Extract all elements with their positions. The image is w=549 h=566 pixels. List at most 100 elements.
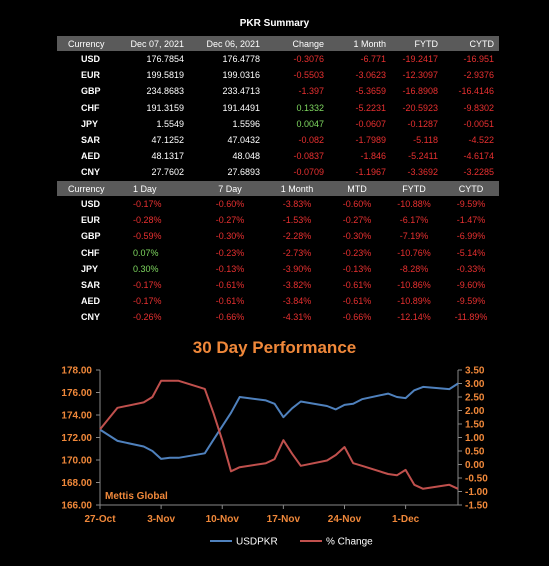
- right-tick-label: 0.50: [465, 447, 485, 458]
- table-cell: -3.0623: [355, 70, 386, 81]
- table-cell: -0.17%: [133, 199, 162, 210]
- summary-title: PKR Summary: [239, 18, 310, 29]
- column-header: Dec 06, 2021: [189, 36, 265, 51]
- table-cell: -8.28%: [399, 263, 429, 274]
- table-cell: -0.60%: [215, 199, 245, 210]
- column-header: Dec 07, 2021: [121, 36, 189, 51]
- table-cell: -0.3076: [293, 54, 324, 65]
- currency-code: CNY: [81, 312, 101, 323]
- table-row: AED -0.17% -0.61% -3.84% -0.61% -10.89% -9.59%: [57, 293, 499, 309]
- left-tick-label: 170.00: [61, 456, 92, 467]
- table-cell: -0.30%: [342, 231, 372, 242]
- table-cell: 0.1332: [296, 102, 324, 113]
- table-cell: -12.14%: [397, 312, 431, 323]
- table-cell: -0.13%: [215, 263, 245, 274]
- table-cell: -0.61%: [215, 280, 245, 291]
- table-cell: -0.66%: [215, 312, 245, 323]
- table-cell: -3.3692: [407, 167, 438, 178]
- table-cell: -5.118: [413, 135, 438, 146]
- x-tick-label: 17-Nov: [267, 514, 301, 525]
- table-cell: -0.23%: [215, 247, 245, 258]
- table-row: EUR -0.28% -0.27% -1.53% -0.27% -6.17% -1.47%: [57, 212, 499, 228]
- table-cell: 176.4778: [222, 54, 260, 65]
- column-header: 1 Month: [265, 181, 329, 196]
- series-line-usdpkr: [99, 382, 459, 460]
- table-cell: -1.47%: [456, 215, 486, 226]
- column-header: 1 Month: [329, 36, 391, 51]
- table-cell: -16.8908: [402, 86, 438, 97]
- table-cell: -4.31%: [282, 312, 312, 323]
- x-tick-label: 1-Dec: [392, 514, 420, 525]
- table-cell: -5.2231: [355, 102, 386, 113]
- table-cell: -3.2285: [463, 167, 494, 178]
- table-cell: -3.83%: [282, 199, 312, 210]
- table-row: SAR 47.1252 47.0432 -0.082 -1.7989 -5.118 -4.5…: [57, 132, 499, 148]
- chart-title: 30 Day Performance: [192, 338, 357, 357]
- returns-table-header: Currency 1 Day 7 Day 1 Month MTD FYTD CYTD: [57, 181, 499, 196]
- currency-code: AED: [81, 296, 101, 307]
- table-cell: -5.2411: [408, 151, 438, 162]
- table-cell: 176.7854: [146, 54, 184, 65]
- currency-code: CNY: [81, 167, 101, 178]
- table-cell: -0.61%: [215, 296, 245, 307]
- table-row: CNY 27.7602 27.6893 -0.0709 -1.1967 -3.3692 -3…: [57, 164, 499, 180]
- table-cell: 0.07%: [133, 247, 159, 258]
- table-cell: -6.17%: [399, 215, 429, 226]
- currency-code: GBP: [81, 86, 101, 97]
- left-tick-label: 178.00: [61, 366, 92, 377]
- table-cell: -7.19%: [399, 231, 429, 242]
- table-cell: -1.53%: [282, 215, 312, 226]
- table-cell: -20.5923: [402, 102, 438, 113]
- table-cell: -9.60%: [456, 280, 486, 291]
- right-tick-label: 3.00: [465, 379, 485, 390]
- table-cell: -10.88%: [397, 199, 431, 210]
- table-row: SAR -0.17% -0.61% -3.82% -0.61% -10.86% -9.60%: [57, 277, 499, 293]
- table-row: EUR 199.5819 199.0316 -0.5503 -3.0623 -12.309…: [57, 67, 499, 83]
- table-row: GBP -0.59% -0.30% -2.28% -0.30% -7.19% -6.99%: [57, 228, 499, 244]
- table-cell: -10.76%: [397, 247, 431, 258]
- column-header: FYTD: [385, 181, 443, 196]
- table-cell: -9.59%: [456, 199, 486, 210]
- table-row: CHF 191.3159 191.4491 0.1332 -5.2231 -20.5923…: [57, 100, 499, 116]
- table-cell: 27.6893: [227, 167, 260, 178]
- table-cell: -0.27%: [215, 215, 245, 226]
- table-cell: 234.8683: [146, 86, 184, 97]
- table-cell: 48.1317: [151, 151, 184, 162]
- table-cell: 0.0047: [296, 118, 324, 129]
- table-cell: 199.0316: [222, 70, 260, 81]
- table-cell: 199.5819: [146, 70, 184, 81]
- right-tick-label: 1.00: [465, 433, 485, 444]
- table-cell: -0.61%: [342, 280, 372, 291]
- table-cell: -16.4146: [458, 86, 494, 97]
- table-cell: -4.522: [468, 135, 494, 146]
- table-cell: -0.5503: [293, 70, 324, 81]
- table-cell: -9.8302: [463, 102, 494, 113]
- table-cell: -11.89%: [454, 312, 488, 323]
- table-cell: -1.846: [360, 151, 386, 162]
- table-cell: -0.61%: [342, 296, 372, 307]
- column-header: FYTD: [391, 36, 443, 51]
- currency-code: AED: [81, 151, 101, 162]
- table-cell: -0.0709: [293, 167, 324, 178]
- right-tick-label: -0.50: [465, 474, 488, 485]
- table-cell: -2.9376: [463, 70, 494, 81]
- table-cell: -0.30%: [215, 231, 245, 242]
- column-header: Currency: [57, 36, 121, 51]
- currency-code: CHF: [81, 102, 100, 113]
- left-tick-label: 166.00: [61, 501, 92, 512]
- returns-table: Currency 1 Day 7 Day 1 Month MTD FYTD CYTD USD…: [57, 181, 499, 326]
- table-cell: -0.23%: [342, 247, 372, 258]
- table-cell: -2.28%: [282, 231, 312, 242]
- table-cell: -0.0051: [463, 118, 494, 129]
- column-header: CYTD: [443, 36, 499, 51]
- series-line-pct-change: [99, 379, 459, 490]
- table-row: USD -0.17% -0.60% -3.83% -0.60% -10.88% -9.59%: [57, 196, 499, 212]
- right-tick-label: 2.00: [465, 406, 485, 417]
- right-tick-label: 2.50: [465, 393, 485, 404]
- right-tick-label: 1.50: [465, 420, 485, 431]
- column-header: Change: [265, 36, 329, 51]
- currency-code: JPY: [81, 263, 99, 274]
- table-cell: -0.17%: [133, 296, 162, 307]
- table-cell: -2.73%: [282, 247, 312, 258]
- table-cell: -10.86%: [397, 280, 431, 291]
